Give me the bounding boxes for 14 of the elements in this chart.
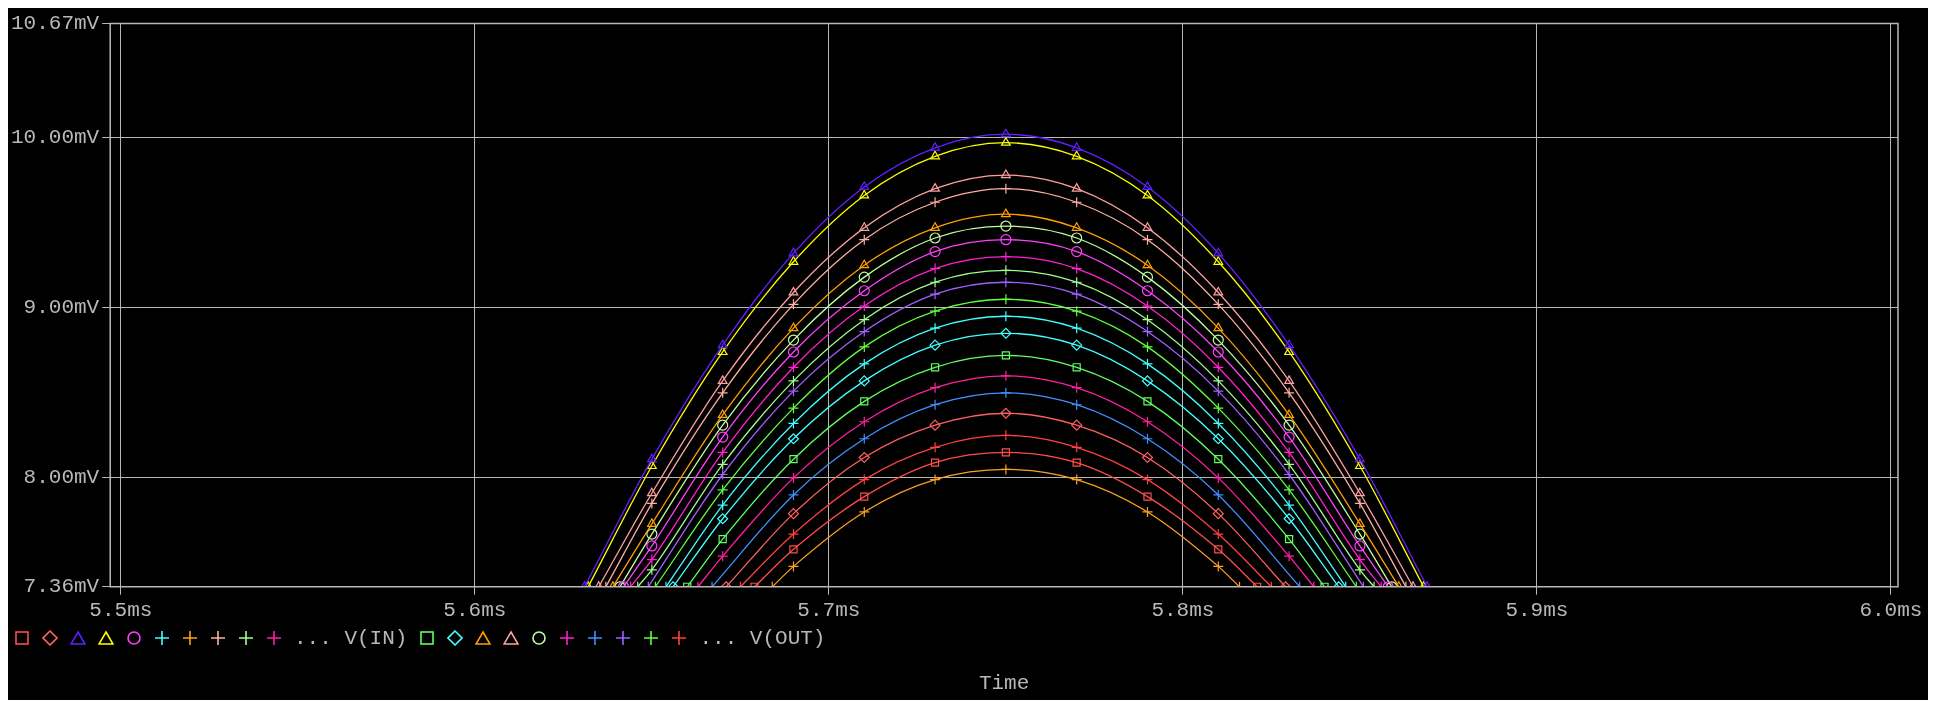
x-axis-title: Time <box>978 672 1030 696</box>
y-tick-label: 10.67mV <box>11 12 100 36</box>
x-tick-label: 5.9ms <box>1505 598 1569 622</box>
x-tick-label: 5.6ms <box>443 598 507 622</box>
x-tick-label: 5.8ms <box>1151 598 1215 622</box>
legend-label: ... V(OUT) <box>699 626 826 650</box>
y-tick-label: 7.36mV <box>23 575 100 599</box>
x-tick-label: 5.7ms <box>797 598 861 622</box>
y-tick-label: 8.00mV <box>23 466 100 490</box>
y-tick-label: 9.00mV <box>23 296 100 320</box>
legend-label: ... V(IN) <box>294 626 408 650</box>
x-tick-label: 5.5ms <box>89 598 153 622</box>
y-tick-label: 10.00mV <box>11 126 100 150</box>
x-tick-label: 6.0ms <box>1859 598 1923 622</box>
